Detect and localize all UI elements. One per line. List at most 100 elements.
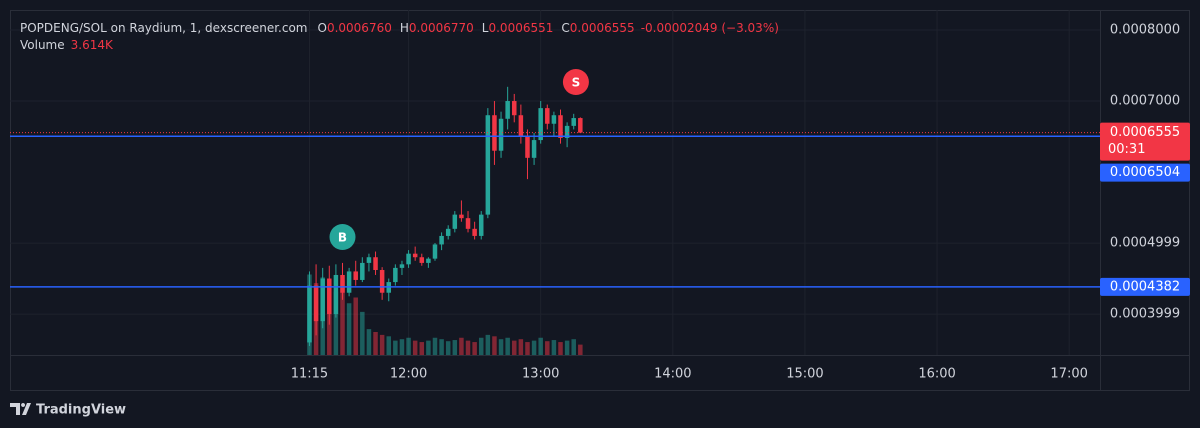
legend-field-value: 0.0006555 [570, 21, 635, 35]
volume-bar [432, 337, 438, 355]
volume-bar [412, 340, 418, 355]
volume-bar [551, 340, 557, 355]
candle-body [578, 118, 583, 133]
volume-bar [452, 340, 458, 355]
candle-body [399, 264, 405, 268]
candle-body [426, 258, 431, 263]
volume-bar [439, 339, 444, 355]
candle-body [452, 214, 458, 229]
volume-bar [538, 337, 543, 355]
volume-bar [531, 340, 537, 355]
countdown-label: 00:31 [1108, 142, 1145, 157]
x-tick-label: 13:00 [522, 367, 559, 382]
candle-body [538, 108, 543, 141]
candle-body [340, 274, 345, 293]
volume-bar [406, 337, 411, 355]
volume-bar [386, 336, 391, 355]
candle-body [531, 140, 537, 158]
candle-body [472, 228, 477, 236]
volume-bar [472, 342, 477, 355]
candle-body [366, 257, 372, 263]
candle-body [379, 270, 385, 293]
volume-bar [571, 339, 576, 355]
y-tick-label: 0.0004999 [1110, 236, 1180, 251]
legend-change: -0.00002049 (−3.03%) [641, 21, 779, 35]
volume-bar [333, 291, 339, 355]
volume-bar [578, 344, 583, 355]
x-tick-label: 17:00 [1050, 367, 1087, 382]
volume-bar [518, 339, 524, 355]
candle-body [406, 253, 411, 265]
volume-legend: Volume 3.614K [20, 38, 114, 52]
candle-body [512, 101, 517, 116]
volume-legend-value: 3.614K [71, 38, 114, 52]
legend-title: POPDENG/SOL on Raydium, 1, dexscreener.c… [20, 21, 308, 35]
volume-bar [525, 342, 530, 355]
volume-bar [353, 297, 358, 355]
volume-bar [399, 339, 405, 355]
x-tick-label: 15:00 [786, 367, 823, 382]
candle-body [525, 136, 530, 158]
volume-bar [465, 340, 471, 355]
candle-body [432, 244, 438, 259]
candle-body [505, 101, 510, 119]
candle-body [558, 115, 563, 138]
volume-bar [393, 340, 398, 355]
y-tick-label: 0.0003999 [1110, 307, 1180, 322]
trade-marker [562, 69, 589, 95]
volume-bar [505, 337, 510, 355]
volume-bar [558, 342, 563, 355]
x-tick-label: 12:00 [390, 367, 427, 382]
last-price-label: 0.0006555 [1110, 125, 1180, 140]
candle-body [353, 271, 358, 280]
legend-field-label: C [561, 21, 569, 35]
candle-body [412, 253, 418, 258]
candle-body [498, 118, 504, 151]
candle-body [492, 115, 497, 151]
candle-body [346, 271, 352, 293]
candle-body [313, 285, 319, 322]
volume-bar [426, 340, 431, 355]
candle-body [564, 125, 570, 138]
candle-body [551, 115, 557, 124]
volume-bar [379, 334, 385, 355]
candle-body [360, 262, 365, 280]
volume-bar [492, 336, 497, 355]
price-line-label: 0.0004382 [1110, 279, 1180, 294]
volume-bar [545, 341, 550, 355]
candle-body [393, 267, 398, 283]
candle-body [373, 257, 378, 271]
legend-field-label: L [482, 21, 489, 35]
candle-body [333, 274, 339, 315]
legend: POPDENG/SOL on Raydium, 1, dexscreener.c… [20, 21, 779, 35]
chart-frame [10, 10, 1190, 391]
volume-bar [512, 340, 517, 355]
x-tick-label: 16:00 [918, 367, 955, 382]
volume-bar [360, 311, 365, 355]
volume-bar [445, 341, 451, 355]
volume-bar [498, 339, 504, 355]
volume-bar [340, 280, 345, 355]
volume-bar [485, 334, 491, 355]
volume-bar [373, 332, 378, 355]
last-price-label-bg [1100, 122, 1190, 161]
footer-brand: TradingView [36, 403, 126, 418]
x-tick-label: 11:15 [291, 367, 328, 382]
volume-bar [346, 303, 352, 355]
candle-body [445, 228, 451, 236]
candle-body [518, 115, 524, 137]
candle-body [320, 278, 325, 322]
legend-field-value: 0.0006551 [488, 21, 553, 35]
candle-body [439, 235, 444, 245]
trade-marker [329, 224, 356, 250]
trade-marker-label: B [338, 231, 347, 245]
price-line-label-bg [1100, 163, 1190, 182]
volume-bar [366, 329, 372, 355]
volume-legend-label: Volume [20, 38, 65, 52]
legend-field-label: O [318, 21, 327, 35]
volume-bar [459, 337, 464, 355]
volume-bar [564, 340, 570, 355]
volume-bar [478, 337, 484, 355]
logo-icon [10, 403, 31, 415]
